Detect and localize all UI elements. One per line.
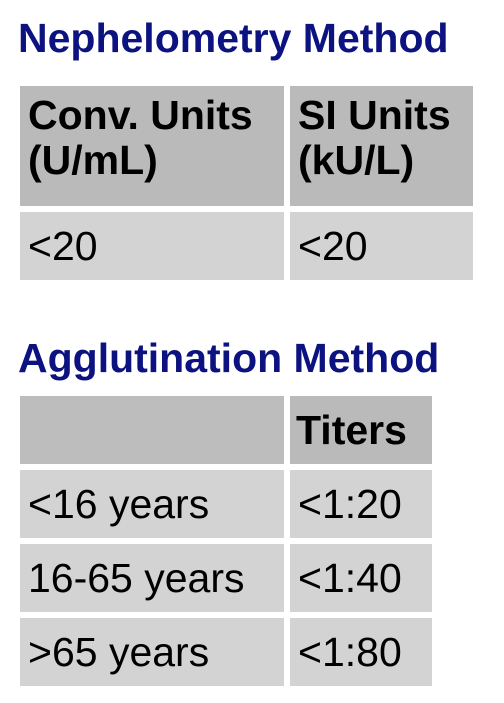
titer-cell-row-3: <1:80 — [290, 618, 432, 686]
header-conv-units-line1: Conv. Units — [28, 92, 253, 138]
agglutination-table: Titers <16 years <1:20 16-65 years <1:40… — [20, 396, 432, 686]
header-age-blank — [20, 396, 284, 464]
age-cell-row-1: <16 years — [20, 470, 284, 538]
header-si-units-line1: SI Units — [298, 92, 451, 138]
si-units-value: <20 — [290, 212, 473, 280]
age-cell-row-3: >65 years — [20, 618, 284, 686]
age-cell-row-2: 16-65 years — [20, 544, 284, 612]
agglutination-title: Agglutination Method — [18, 335, 440, 381]
header-titers: Titers — [290, 396, 432, 464]
header-conv-units-line2: (U/mL) — [28, 137, 158, 183]
nephelometry-table: Conv. Units (U/mL) SI Units (kU/L) <20 <… — [20, 86, 473, 280]
header-si-units-line2: (kU/L) — [298, 137, 415, 183]
titer-cell-row-1: <1:20 — [290, 470, 432, 538]
header-conv-units: Conv. Units (U/mL) — [20, 86, 284, 206]
conv-units-value: <20 — [20, 212, 284, 280]
header-si-units: SI Units (kU/L) — [290, 86, 473, 206]
nephelometry-title: Nephelometry Method — [18, 15, 449, 61]
titer-cell-row-2: <1:40 — [290, 544, 432, 612]
